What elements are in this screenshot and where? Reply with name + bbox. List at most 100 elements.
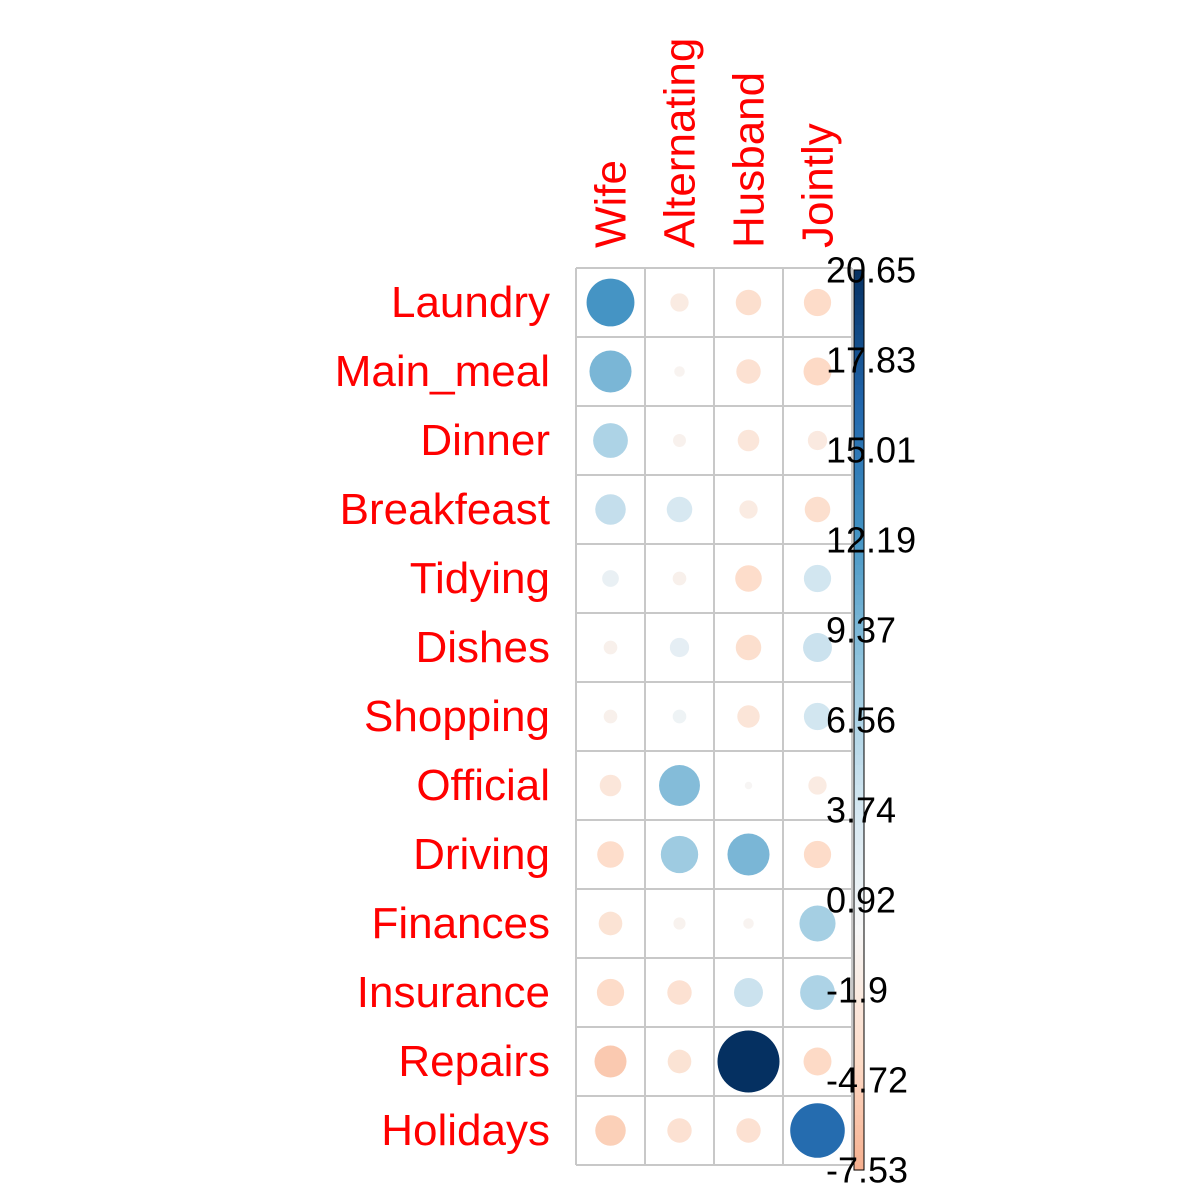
cell-circle-main_meal-jointly	[803, 357, 832, 386]
legend-color-segment	[854, 530, 864, 536]
legend-color-segment	[854, 565, 864, 571]
cell-circle-dinner-jointly	[807, 430, 828, 451]
cell-circle-shopping-jointly	[803, 702, 832, 731]
legend-color-segment	[854, 635, 864, 641]
cell-circle-breakfeast-husband	[739, 500, 758, 519]
legend-color-segment	[854, 750, 864, 756]
row-label: Tidying	[410, 554, 550, 603]
legend-color-segment	[854, 1135, 864, 1141]
cell-circle-insurance-husband	[734, 978, 763, 1007]
cell-circle-driving-alternating	[660, 835, 699, 874]
cell-circle-breakfeast-wife	[595, 494, 626, 525]
legend-color-segment	[854, 620, 864, 626]
legend-color-segment	[854, 745, 864, 751]
legend-color-segment	[854, 490, 864, 496]
legend-color-segment	[854, 930, 864, 936]
cell-circle-main_meal-alternating	[674, 366, 685, 377]
legend-color-segment	[854, 1150, 864, 1156]
legend-color-segment	[854, 1055, 864, 1061]
legend-color-segment	[854, 300, 864, 306]
legend-color-segment	[854, 915, 864, 921]
legend-color-segment	[854, 385, 864, 391]
cell-circle-finances-alternating	[673, 917, 686, 930]
cell-circle-breakfeast-alternating	[666, 496, 693, 523]
legend-color-segment	[854, 845, 864, 851]
column-label: Wife	[587, 160, 636, 248]
legend-color-segment	[854, 885, 864, 891]
legend-color-segment	[854, 920, 864, 926]
cell-circle-driving-jointly	[803, 840, 832, 869]
legend-color-segment	[854, 1110, 864, 1116]
cell-circle-finances-wife	[598, 911, 623, 936]
legend-color-segment	[854, 985, 864, 991]
legend-color-segment	[854, 720, 864, 726]
legend-color-segment	[854, 625, 864, 631]
legend-color-segment	[854, 630, 864, 636]
legend-color-segment	[854, 805, 864, 811]
cell-circle-dinner-wife	[593, 423, 628, 458]
legend-tick-label: 20.65	[826, 250, 916, 291]
legend-color-segment	[854, 790, 864, 796]
column-labels: Wife Alternating Husband Jointly	[587, 38, 843, 248]
legend-color-segment	[854, 505, 864, 511]
legend-color-segment	[854, 955, 864, 961]
legend-color-segment	[854, 655, 864, 661]
row-label: Repairs	[398, 1037, 550, 1086]
legend-color-segment	[854, 1095, 864, 1101]
legend-color-segment	[854, 1085, 864, 1091]
legend-color-segment	[854, 1005, 864, 1011]
legend-color-segment	[854, 1000, 864, 1006]
column-label: Jointly	[794, 123, 843, 248]
cell-circle-tidying-husband	[735, 565, 762, 592]
legend-color-segment	[854, 1125, 864, 1131]
legend-color-segment	[854, 465, 864, 471]
legend-color-segment	[854, 990, 864, 996]
legend-color-segment	[854, 715, 864, 721]
cell-circle-main_meal-wife	[589, 350, 632, 393]
legend-tick-label: 15.01	[826, 430, 916, 471]
cell-circle-dishes-husband	[735, 634, 762, 661]
row-label: Dishes	[416, 623, 551, 672]
legend-color-segment	[854, 405, 864, 411]
legend-tick-label: -4.72	[826, 1060, 908, 1101]
legend-color-segment	[854, 375, 864, 381]
legend-color-segment	[854, 480, 864, 486]
legend-color-segment	[854, 1145, 864, 1151]
legend-color-segment	[854, 545, 864, 551]
legend-color-segment	[854, 1130, 864, 1136]
legend-color-segment	[854, 970, 864, 976]
legend-color-segment	[854, 660, 864, 666]
legend-color-segment	[854, 335, 864, 341]
legend-color-segment	[854, 615, 864, 621]
legend-color-segment	[854, 640, 864, 646]
legend-color-segment	[854, 770, 864, 776]
legend-color-segment	[854, 1160, 864, 1166]
legend-color-segment	[854, 390, 864, 396]
cell-circle-shopping-wife	[603, 709, 618, 724]
legend-color-segment	[854, 460, 864, 466]
legend-color-segment	[854, 740, 864, 746]
plot-grid	[575, 267, 853, 1166]
legend-color-segment	[854, 1155, 864, 1161]
legend-color-segment	[854, 305, 864, 311]
legend-color-segment	[854, 1015, 864, 1021]
row-label: Finances	[371, 899, 550, 948]
legend-color-segment	[854, 855, 864, 861]
legend-color-segment	[854, 485, 864, 491]
legend-color-segment	[854, 645, 864, 651]
legend-color-segment	[854, 710, 864, 716]
legend-color-segment	[854, 980, 864, 986]
legend-tick-label: 9.37	[826, 610, 896, 651]
legend-color-segment	[854, 1115, 864, 1121]
cell-circle-holidays-alternating	[667, 1118, 692, 1143]
cell-circle-holidays-wife	[595, 1115, 626, 1146]
legend-color-segment	[854, 960, 864, 966]
plot-circles	[586, 278, 845, 1158]
legend-color-segment	[854, 1140, 864, 1146]
legend-color-segment	[854, 950, 864, 956]
legend-color-segment	[854, 735, 864, 741]
row-label: Dinner	[420, 416, 550, 465]
legend-color-segment	[854, 940, 864, 946]
legend-color-segment	[854, 1030, 864, 1036]
